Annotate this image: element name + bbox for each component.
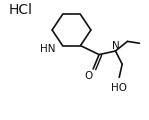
Text: HO: HO [111, 83, 127, 93]
Text: HN: HN [40, 44, 56, 54]
Text: O: O [84, 71, 93, 81]
Text: N: N [112, 41, 120, 51]
Text: HCl: HCl [9, 3, 33, 17]
